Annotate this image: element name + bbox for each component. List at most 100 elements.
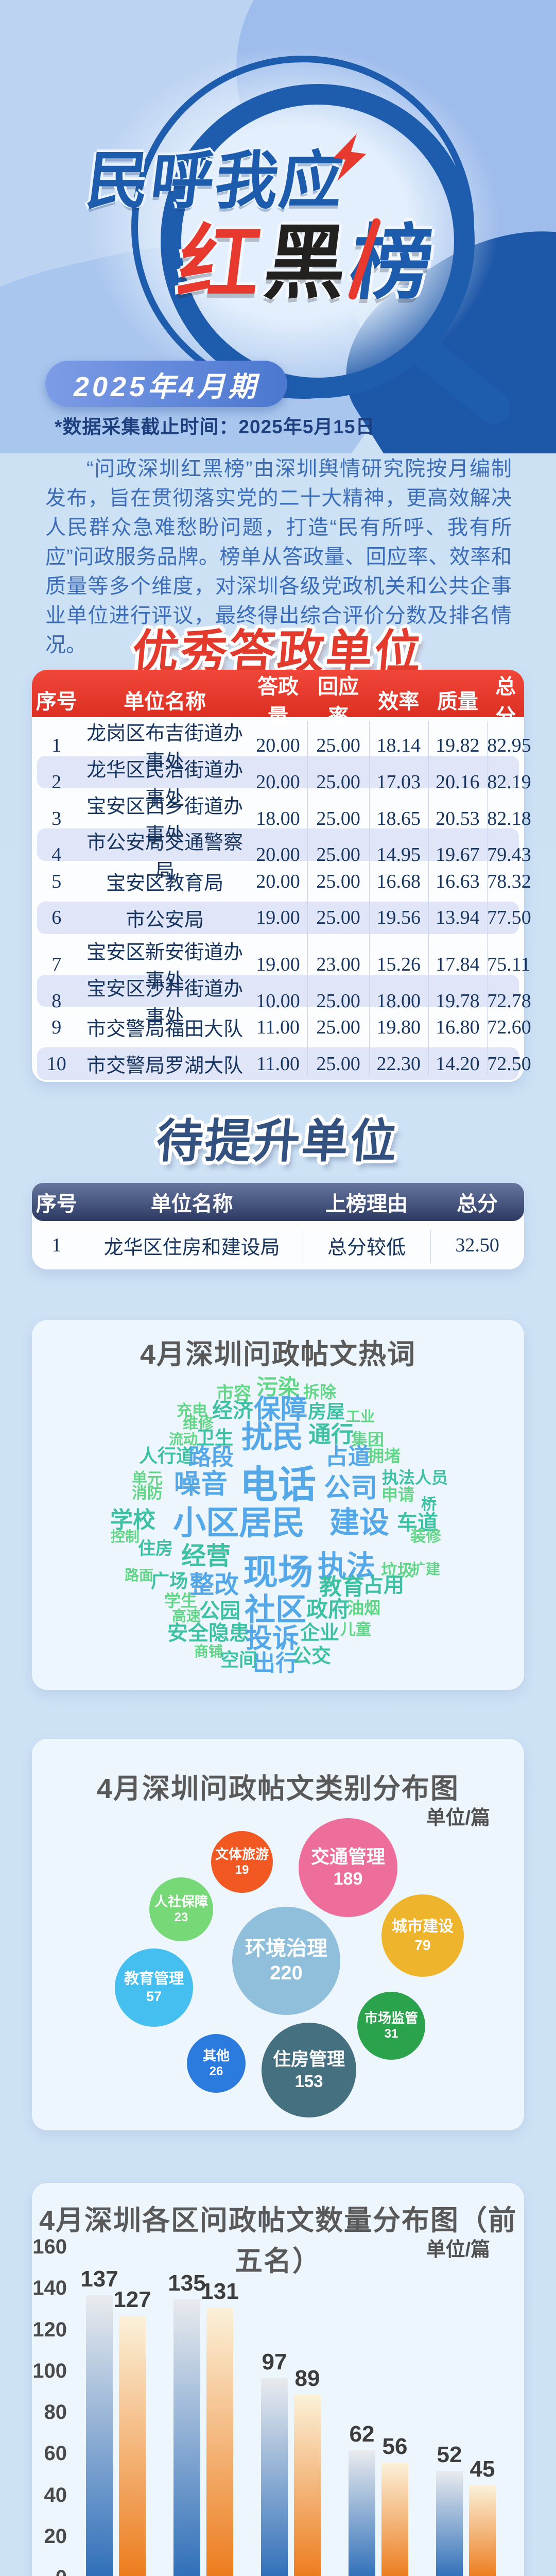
cloud-word: 集团	[351, 1430, 385, 1449]
table-cell: 20.00	[256, 870, 300, 892]
bar-value: 89	[294, 2365, 320, 2391]
column-header: 单位名称	[124, 690, 206, 713]
bubble-label: 住房管理	[272, 2049, 345, 2070]
bubble-value: 26	[209, 2064, 223, 2079]
column-separator	[369, 721, 370, 1075]
bubble-2: 住房管理 153	[262, 2023, 356, 2117]
cloud-word: 公司	[323, 1473, 378, 1503]
table-cell: 宝安区教育局	[106, 873, 224, 895]
table-cell: 77.50	[487, 907, 531, 929]
bar-value: 131	[201, 2279, 239, 2304]
excellent-table-body: 1 龙岗区布吉街道办事处 20.00 25.00 18.14 19.82 82.95 2 龙华区…	[32, 717, 531, 1082]
bubble-chart-title: 4月深圳问政帖文类别分布图	[96, 1773, 460, 1804]
table-cell: 4	[51, 844, 62, 866]
bar-posts	[173, 2299, 200, 2576]
excellent-table: 序号 单位名称 答政量 回应率 效率 质量 总分 1 龙岗区布吉街道办事处 20.00 25.00…	[32, 670, 531, 1082]
bar-posts	[261, 2378, 288, 2576]
cloud-word: 维修	[183, 1415, 214, 1432]
table-row: 8 宝安区沙井街道办事处 10.00 25.00 18.00 19.78 72.78	[32, 973, 531, 1028]
cloud-word: 房屋	[307, 1401, 345, 1422]
column-header: 序号	[36, 690, 77, 713]
bar-responses	[469, 2485, 496, 2576]
table-cell: 宝安区沙井街道办事处	[86, 978, 244, 1028]
wordcloud-card: 4月深圳问政帖文热词 市容 污染 拆除 充电 经济 保障 房屋 工业 维修 流动 卫生 扰民 通行 集团人…	[32, 1320, 524, 1690]
cloud-word: 垃圾	[380, 1561, 414, 1580]
table-cell: 82.95	[487, 735, 531, 756]
table-cell: 宝安区新安街道办事处	[86, 941, 244, 992]
bar-value: 62	[349, 2421, 375, 2447]
table-row: 6 市公安局 19.00 25.00 19.56 13.94 77.50	[32, 900, 531, 936]
table-cell: 19.00	[256, 953, 300, 975]
table-cell: 宝安区西乡街道办事处	[86, 795, 244, 846]
table-cell: 龙华区住房和建设局	[103, 1236, 280, 1259]
table-row: 3 宝安区西乡街道办事处 18.00 25.00 18.65 20.53 82.18	[32, 790, 531, 846]
cloud-word: 公交	[291, 1646, 332, 1667]
cloud-word: 高速	[171, 1608, 201, 1624]
cloud-word: 车道	[397, 1512, 438, 1534]
cloud-word: 卫生	[196, 1427, 234, 1448]
bubble-value: 189	[333, 1869, 363, 1889]
cloud-word: 学校	[110, 1507, 155, 1533]
table-cell: 总分较低	[327, 1236, 406, 1259]
cloud-word: 经济	[212, 1399, 253, 1422]
cloud-word: 控制	[110, 1529, 140, 1545]
cloud-word: 消防	[132, 1485, 163, 1502]
table-row: 1 龙岗区布吉街道办事处 20.00 25.00 18.14 19.82 82.95	[32, 717, 531, 773]
table-cell: 9	[51, 1016, 62, 1038]
cloud-word: 现场	[242, 1553, 314, 1592]
cloud-word: 扩建	[411, 1561, 441, 1577]
cloud-word: 广场	[150, 1570, 188, 1591]
cloud-word: 执法人员	[381, 1468, 448, 1487]
bubble-7: 人社保障 23	[149, 1877, 213, 1941]
district-chart-unit-label: 单位/篇	[426, 2239, 490, 2261]
y-axis-tick: 100	[32, 2359, 67, 2382]
table-cell: 2	[51, 771, 62, 793]
table-cell: 25.00	[316, 807, 360, 829]
table-cell: 75.11	[487, 953, 531, 975]
y-axis-tick: 20	[44, 2524, 67, 2548]
bubble-chart-unit-label: 单位/篇	[426, 1807, 490, 1829]
bar-value: 97	[262, 2349, 287, 2375]
table-cell: 16.80	[436, 1016, 480, 1038]
cloud-word: 占用	[363, 1574, 404, 1597]
table-cell: 18.65	[376, 807, 421, 829]
district-bar-chart-card: 4月深圳各区问政帖文数量分布图（前五名） 单位/篇 02040608010012…	[32, 2183, 524, 2576]
table-cell: 25.00	[316, 735, 360, 756]
bubble-label: 其他	[202, 2047, 230, 2063]
y-axis-tick: 60	[44, 2442, 67, 2465]
bar-value: 135	[168, 2270, 206, 2296]
bubble-label: 环境治理	[245, 1937, 327, 1960]
improve-table: 序号 单位名称 上榜理由 总分 1 龙华区住房和建设局 总分较低 32.50	[32, 1183, 524, 1269]
table-cell: 78.32	[487, 870, 531, 892]
bar-responses	[381, 2463, 408, 2576]
table-cell: 19.00	[256, 907, 300, 929]
table-cell: 17.03	[376, 771, 421, 793]
table-cell: 市公安局	[126, 909, 204, 931]
cloud-word: 商铺	[194, 1643, 223, 1659]
y-axis-tick: 40	[44, 2483, 67, 2506]
table-cell: 18.14	[376, 735, 421, 756]
table-cell: 市公安局交通警察局	[86, 832, 244, 883]
table-cell: 13.94	[436, 907, 480, 929]
table-cell: 7	[51, 953, 62, 975]
cloud-word: 学生	[164, 1591, 198, 1610]
bubble-label: 市场监管	[364, 2010, 418, 2026]
table-cell: 20.16	[436, 771, 480, 793]
cloud-word: 出行	[253, 1651, 298, 1676]
district-chart-title: 4月深圳各区问政帖文数量分布图（前五名）	[39, 2205, 517, 2277]
table-cell: 19.56	[376, 907, 421, 929]
table-cell: 龙岗区布吉街道办事处	[86, 723, 244, 773]
bar-responses	[206, 2308, 233, 2576]
table-cell: 25.00	[316, 870, 360, 892]
bubble-value: 31	[384, 2027, 398, 2041]
table-cell: 1	[51, 1234, 62, 1256]
bar-value: 56	[382, 2434, 408, 2460]
period-banner: 2025年4月期	[45, 361, 287, 407]
table-row: 1 龙华区住房和建设局 总分较低 32.50	[32, 1221, 524, 1269]
column-header: 序号	[36, 1193, 77, 1215]
bubble-value: 57	[146, 1989, 162, 2005]
bubble-value: 19	[235, 1863, 249, 1877]
table-cell: 16.63	[436, 870, 480, 892]
bar-value: 52	[437, 2442, 462, 2468]
table-cell: 25.00	[316, 1053, 360, 1075]
